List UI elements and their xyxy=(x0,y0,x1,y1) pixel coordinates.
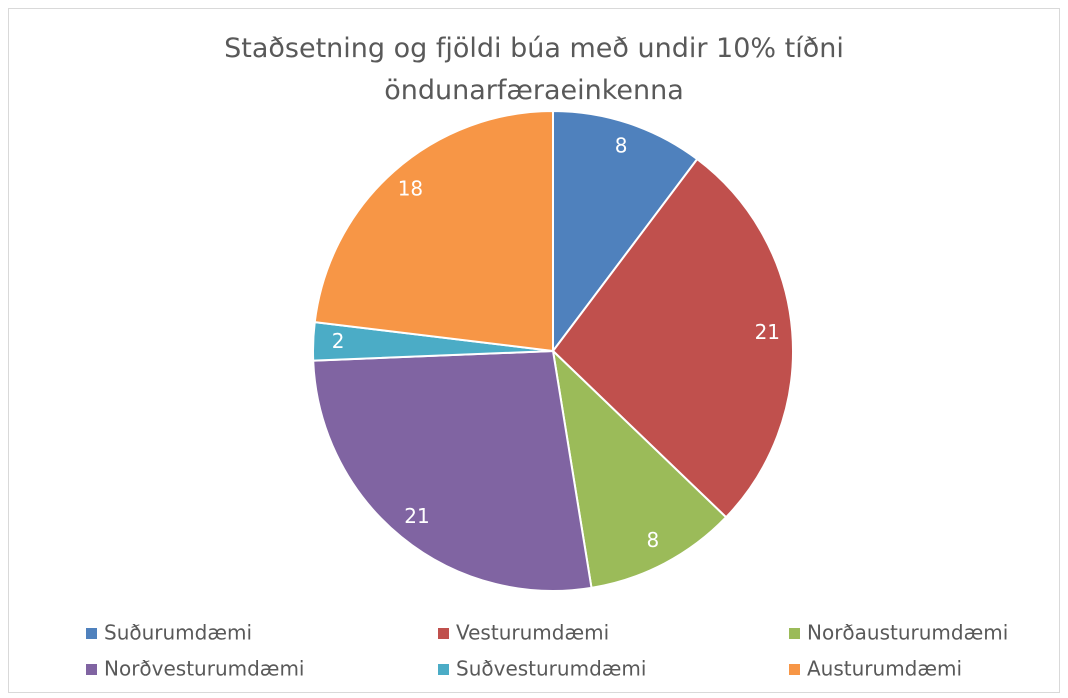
legend-swatch xyxy=(86,628,97,639)
legend-swatch xyxy=(438,664,449,675)
data-label: 8 xyxy=(647,528,660,552)
pie-slice xyxy=(313,109,554,353)
chart-title: Staðsetning og fjöldi búa með undir 10% … xyxy=(224,33,844,106)
pie-slice xyxy=(551,157,794,519)
pie-slice xyxy=(551,348,728,590)
legend-label: Norðvesturumdæmi xyxy=(104,657,305,681)
legend-label: Suðurumdæmi xyxy=(104,621,252,645)
legend-label: Vesturumdæmi xyxy=(456,621,609,645)
legend-swatch xyxy=(789,628,800,639)
pie-slice xyxy=(312,349,593,592)
legend-label: Austurumdæmi xyxy=(807,657,962,681)
data-label: 2 xyxy=(332,329,345,353)
legend-label: Suðvesturumdæmi xyxy=(456,657,646,681)
data-label: 21 xyxy=(755,320,780,344)
legend-swatch xyxy=(438,628,449,639)
legend-swatch xyxy=(789,664,800,675)
data-label: 18 xyxy=(398,177,423,201)
legend-swatch xyxy=(86,664,97,675)
data-label: 21 xyxy=(404,504,429,528)
pie-slice xyxy=(552,109,699,354)
data-label: 8 xyxy=(615,134,628,158)
legend-label: Norðausturumdæmi xyxy=(807,621,1008,645)
